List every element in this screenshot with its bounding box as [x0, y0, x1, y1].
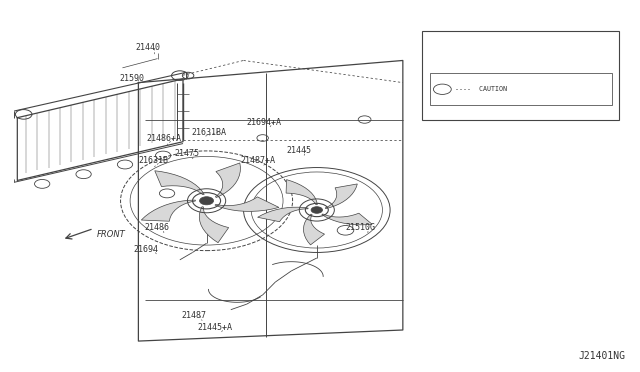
- Text: J21401NG: J21401NG: [579, 352, 626, 361]
- Text: 21694+A: 21694+A: [246, 118, 282, 127]
- Text: 21486: 21486: [144, 223, 169, 232]
- Text: 21486+A: 21486+A: [147, 134, 182, 143]
- Text: 21445+A: 21445+A: [198, 323, 233, 331]
- Text: 21487: 21487: [181, 311, 206, 320]
- Polygon shape: [155, 171, 204, 195]
- Polygon shape: [216, 163, 241, 198]
- Text: 21631B: 21631B: [138, 156, 168, 166]
- Circle shape: [200, 197, 214, 205]
- Text: 21475: 21475: [175, 149, 200, 158]
- Text: ----  CAUTION: ---- CAUTION: [455, 86, 507, 92]
- Polygon shape: [215, 197, 279, 211]
- Text: 21631BA: 21631BA: [191, 128, 227, 137]
- Polygon shape: [303, 214, 324, 245]
- Text: 21445: 21445: [287, 146, 312, 155]
- Text: 21510G: 21510G: [346, 223, 376, 232]
- Text: 21590: 21590: [119, 74, 144, 83]
- Polygon shape: [141, 200, 195, 221]
- Text: 21487+A: 21487+A: [241, 156, 275, 166]
- Polygon shape: [199, 207, 228, 243]
- Text: 21440: 21440: [135, 43, 160, 52]
- Polygon shape: [322, 213, 372, 225]
- Text: FRONT: FRONT: [97, 230, 125, 239]
- Bar: [429, 73, 612, 105]
- Polygon shape: [258, 207, 308, 222]
- Polygon shape: [286, 180, 317, 205]
- Bar: [422, 31, 620, 119]
- Circle shape: [311, 207, 323, 213]
- Polygon shape: [325, 184, 357, 209]
- Text: 21599N: 21599N: [504, 33, 537, 42]
- Text: 21694: 21694: [134, 245, 159, 254]
